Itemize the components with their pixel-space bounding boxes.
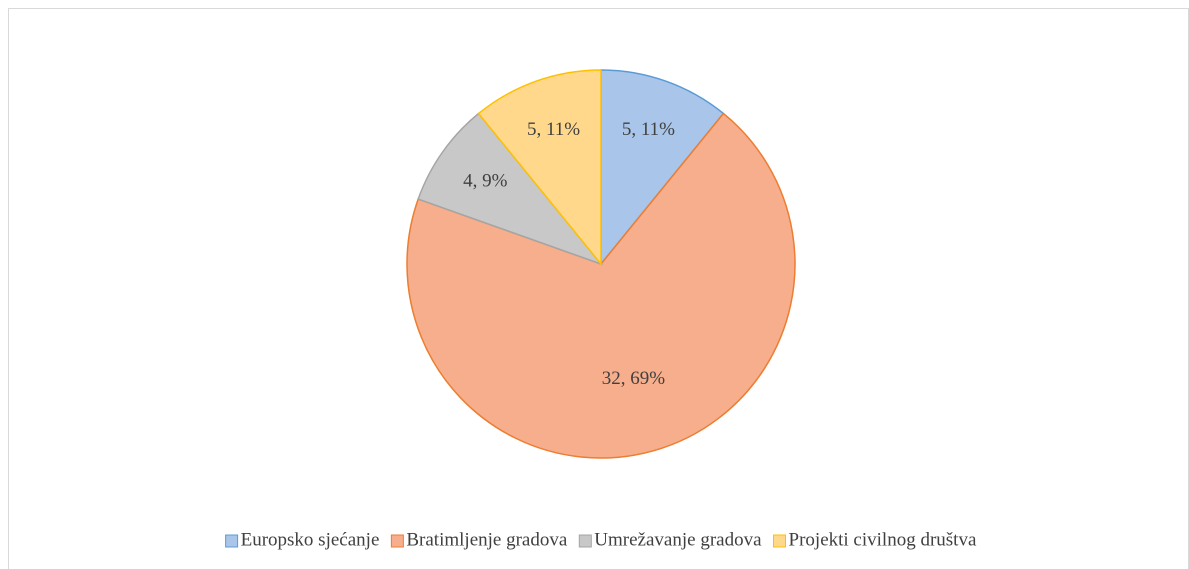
data-label: 5, 11% [622, 119, 675, 140]
pie-slice [406, 112, 796, 459]
legend-swatch [390, 534, 404, 548]
legend-swatch [773, 534, 787, 548]
legend-label: Umrežavanje gradova [594, 529, 762, 550]
data-label: 32, 69% [602, 368, 666, 389]
data-label: 5, 11% [527, 119, 580, 140]
legend-label: Bratimljenje gradova [406, 529, 567, 550]
legend-label: Projekti civilnog društva [789, 529, 977, 550]
pie-slice [600, 69, 725, 267]
data-label: 4, 9% [463, 171, 508, 192]
pie-slice [417, 112, 604, 266]
legend-swatch [578, 534, 592, 548]
legend: Europsko sjećanje Bratimljenje gradova Umr… [225, 529, 977, 550]
pie-slice [477, 69, 602, 267]
legend-swatch [225, 534, 239, 548]
legend-label: Europsko sjećanje [241, 529, 380, 550]
